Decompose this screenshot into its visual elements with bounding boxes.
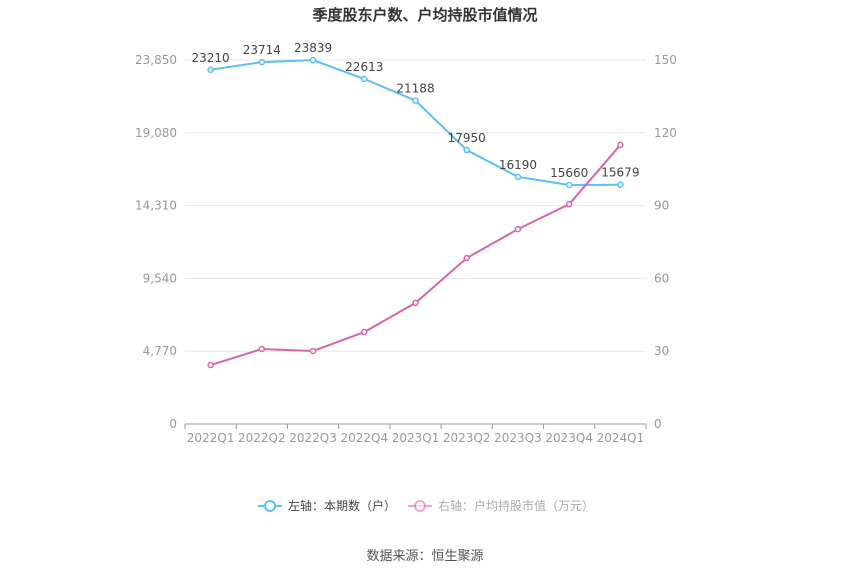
data-point bbox=[617, 141, 624, 149]
data-point bbox=[361, 328, 368, 336]
data-label: 23839 bbox=[294, 41, 332, 55]
data-point bbox=[207, 361, 214, 369]
legend-marker-icon bbox=[414, 500, 426, 512]
left-tick-label: 4,770 bbox=[143, 344, 177, 358]
data-point bbox=[207, 66, 214, 74]
left-tick-label: 19,080 bbox=[135, 126, 177, 140]
x-tick-label: 2023Q3 bbox=[494, 431, 542, 445]
x-tick-label: 2023Q1 bbox=[392, 431, 440, 445]
data-point bbox=[514, 173, 522, 181]
x-tick-label: 2022Q2 bbox=[238, 431, 286, 445]
x-tick-label: 2023Q4 bbox=[545, 431, 593, 445]
right-tick-label: 120 bbox=[654, 126, 677, 140]
left-tick-label: 0 bbox=[169, 417, 177, 431]
data-point bbox=[412, 299, 419, 307]
data-point bbox=[463, 146, 470, 154]
data-point bbox=[309, 56, 317, 64]
chart-title: 季度股东户数、户均持股市值情况 bbox=[312, 6, 537, 24]
data-point bbox=[514, 225, 522, 233]
data-label: 22613 bbox=[345, 60, 383, 74]
left-tick-label: 23,850 bbox=[135, 53, 177, 67]
data-label: 16190 bbox=[499, 158, 537, 172]
right-tick-label: 90 bbox=[654, 199, 669, 213]
x-tick-label: 2022Q4 bbox=[340, 431, 388, 445]
data-label: 23714 bbox=[243, 43, 281, 57]
data-point bbox=[617, 181, 624, 188]
data-label: 21188 bbox=[396, 82, 434, 96]
legend-item-0[interactable]: 左轴：本期数（户） bbox=[288, 498, 396, 513]
left-tick-label: 14,310 bbox=[135, 199, 177, 213]
x-tick-label: 2022Q3 bbox=[289, 431, 337, 445]
data-point bbox=[565, 200, 573, 208]
right-tick-label: 0 bbox=[654, 417, 662, 431]
data-label: 17950 bbox=[448, 131, 486, 145]
data-label: 15679 bbox=[601, 166, 639, 180]
data-point bbox=[463, 254, 470, 262]
data-label: 23210 bbox=[192, 51, 230, 65]
legend-item-1[interactable]: 右轴：户均持股市值（万元） bbox=[438, 498, 594, 513]
data-label: 15660 bbox=[550, 166, 588, 180]
source-note: 数据来源：恒生聚源 bbox=[366, 549, 483, 564]
left-tick-label: 9,540 bbox=[143, 271, 177, 285]
data-point bbox=[361, 75, 368, 83]
right-tick-label: 150 bbox=[654, 53, 677, 67]
data-point bbox=[258, 58, 266, 66]
data-point bbox=[565, 181, 573, 189]
data-point bbox=[309, 347, 317, 355]
x-tick-label: 2023Q2 bbox=[443, 431, 491, 445]
data-point bbox=[412, 97, 419, 104]
legend-marker-icon bbox=[264, 500, 276, 512]
data-point bbox=[258, 345, 266, 353]
right-tick-label: 30 bbox=[654, 344, 669, 358]
x-tick-label: 2022Q1 bbox=[187, 431, 235, 445]
x-tick-label: 2024Q1 bbox=[597, 431, 645, 445]
right-tick-label: 60 bbox=[654, 271, 669, 285]
